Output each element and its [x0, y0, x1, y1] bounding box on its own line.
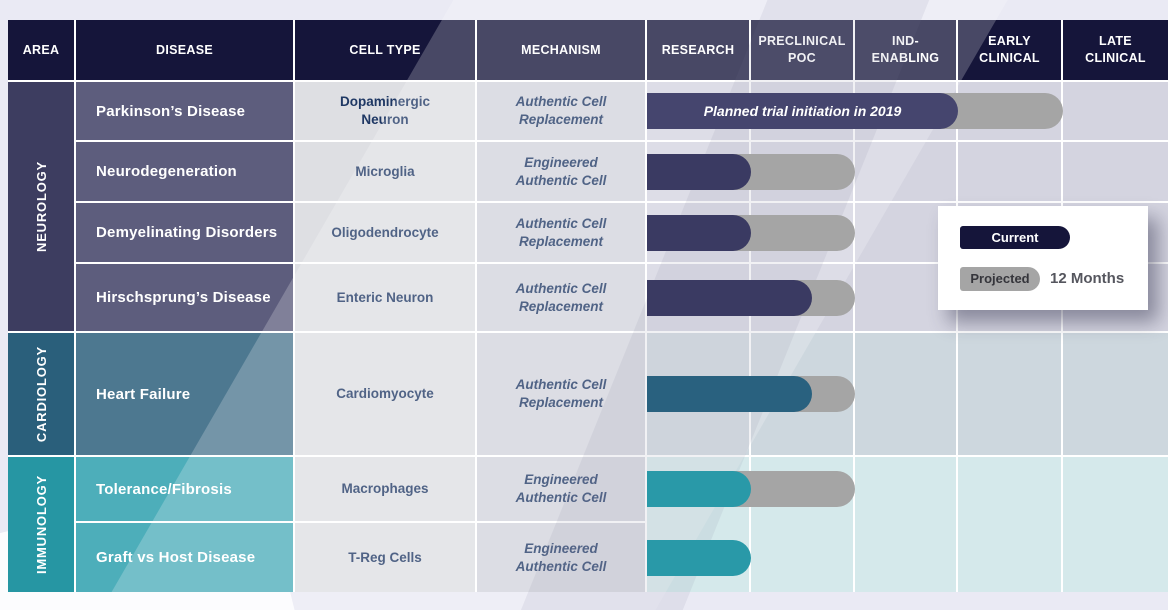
stage-cell	[647, 203, 749, 262]
stage-cell	[647, 333, 749, 455]
stage-cell	[751, 333, 853, 455]
cell-type-cell: Microglia	[295, 142, 475, 201]
stage-cell	[647, 264, 749, 331]
column-header: DISEASE	[76, 20, 293, 80]
legend-current-label: Current	[991, 229, 1039, 245]
mechanism-cell: Engineered Authentic Cell	[477, 142, 645, 201]
cell-type-cell: Dopaminergic Neuron	[295, 82, 475, 140]
column-header: PRECLINICAL POC	[751, 20, 853, 80]
legend-projected-label: Projected	[970, 271, 1030, 286]
disease-cell: Neurodegeneration	[76, 142, 293, 201]
stage-cell	[958, 457, 1061, 592]
stage-cell	[751, 142, 853, 201]
mechanism-cell: Engineered Authentic Cell	[477, 523, 645, 592]
area-cell-neurology: NEUROLOGY	[8, 82, 74, 331]
disease-cell: Demyelinating Disorders	[76, 203, 293, 262]
stage-cell	[855, 82, 956, 140]
stage-cell	[647, 82, 749, 140]
column-header: RESEARCH	[647, 20, 749, 80]
legend: Current Projected 12 Months	[938, 206, 1148, 310]
stage-cell	[751, 457, 853, 592]
stage-cell	[855, 142, 956, 201]
cell-type-cell: Macrophages	[295, 457, 475, 521]
stage-cell	[1063, 457, 1168, 592]
stage-cell	[1063, 333, 1168, 455]
mechanism-cell: Engineered Authentic Cell	[477, 457, 645, 521]
stage-cell	[1063, 142, 1168, 201]
area-cell-immunology: IMMUNOLOGY	[8, 457, 74, 592]
legend-current-row: Current	[960, 225, 1148, 249]
disease-cell: Graft vs Host Disease	[76, 523, 293, 592]
stage-cell	[751, 82, 853, 140]
disease-cell: Tolerance/Fibrosis	[76, 457, 293, 521]
stage-cell	[1063, 82, 1168, 140]
disease-cell: Parkinson’s Disease	[76, 82, 293, 140]
legend-projected-pill: Projected	[960, 266, 1040, 291]
column-header: LATE CLINICAL	[1063, 20, 1168, 80]
stage-cell	[751, 264, 853, 331]
cell-type-cell: Cardiomyocyte	[295, 333, 475, 455]
area-label: NEUROLOGY	[33, 161, 49, 252]
column-header: IND- ENABLING	[855, 20, 956, 80]
cell-type-cell: T-Reg Cells	[295, 523, 475, 592]
mechanism-cell: Authentic Cell Replacement	[477, 264, 645, 331]
stage-cell	[958, 82, 1061, 140]
column-header: MECHANISM	[477, 20, 645, 80]
mechanism-cell: Authentic Cell Replacement	[477, 333, 645, 455]
disease-cell: Heart Failure	[76, 333, 293, 455]
legend-duration-label: 12 Months	[1050, 270, 1125, 287]
disease-cell: Hirschsprung’s Disease	[76, 264, 293, 331]
column-header: AREA	[8, 20, 74, 80]
cell-type-cell: Oligodendrocyte	[295, 203, 475, 262]
area-label: CARDIOLOGY	[33, 345, 49, 443]
column-header: CELL TYPE	[295, 20, 475, 80]
area-cell-cardiology: CARDIOLOGY	[8, 333, 74, 455]
stage-cell	[647, 142, 749, 201]
area-label: IMMUNOLOGY	[33, 475, 49, 574]
column-header: EARLY CLINICAL	[958, 20, 1061, 80]
stage-cell	[855, 457, 956, 592]
stage-cell	[647, 457, 749, 592]
stage-cell	[855, 333, 956, 455]
mechanism-cell: Authentic Cell Replacement	[477, 203, 645, 262]
legend-projected-row: Projected 12 Months	[960, 266, 1148, 291]
cell-type-cell: Enteric Neuron	[295, 264, 475, 331]
stage-cell	[958, 333, 1061, 455]
stage-cell	[958, 142, 1061, 201]
stage-cell	[751, 203, 853, 262]
legend-current-pill: Current	[960, 225, 1070, 249]
mechanism-cell: Authentic Cell Replacement	[477, 82, 645, 140]
